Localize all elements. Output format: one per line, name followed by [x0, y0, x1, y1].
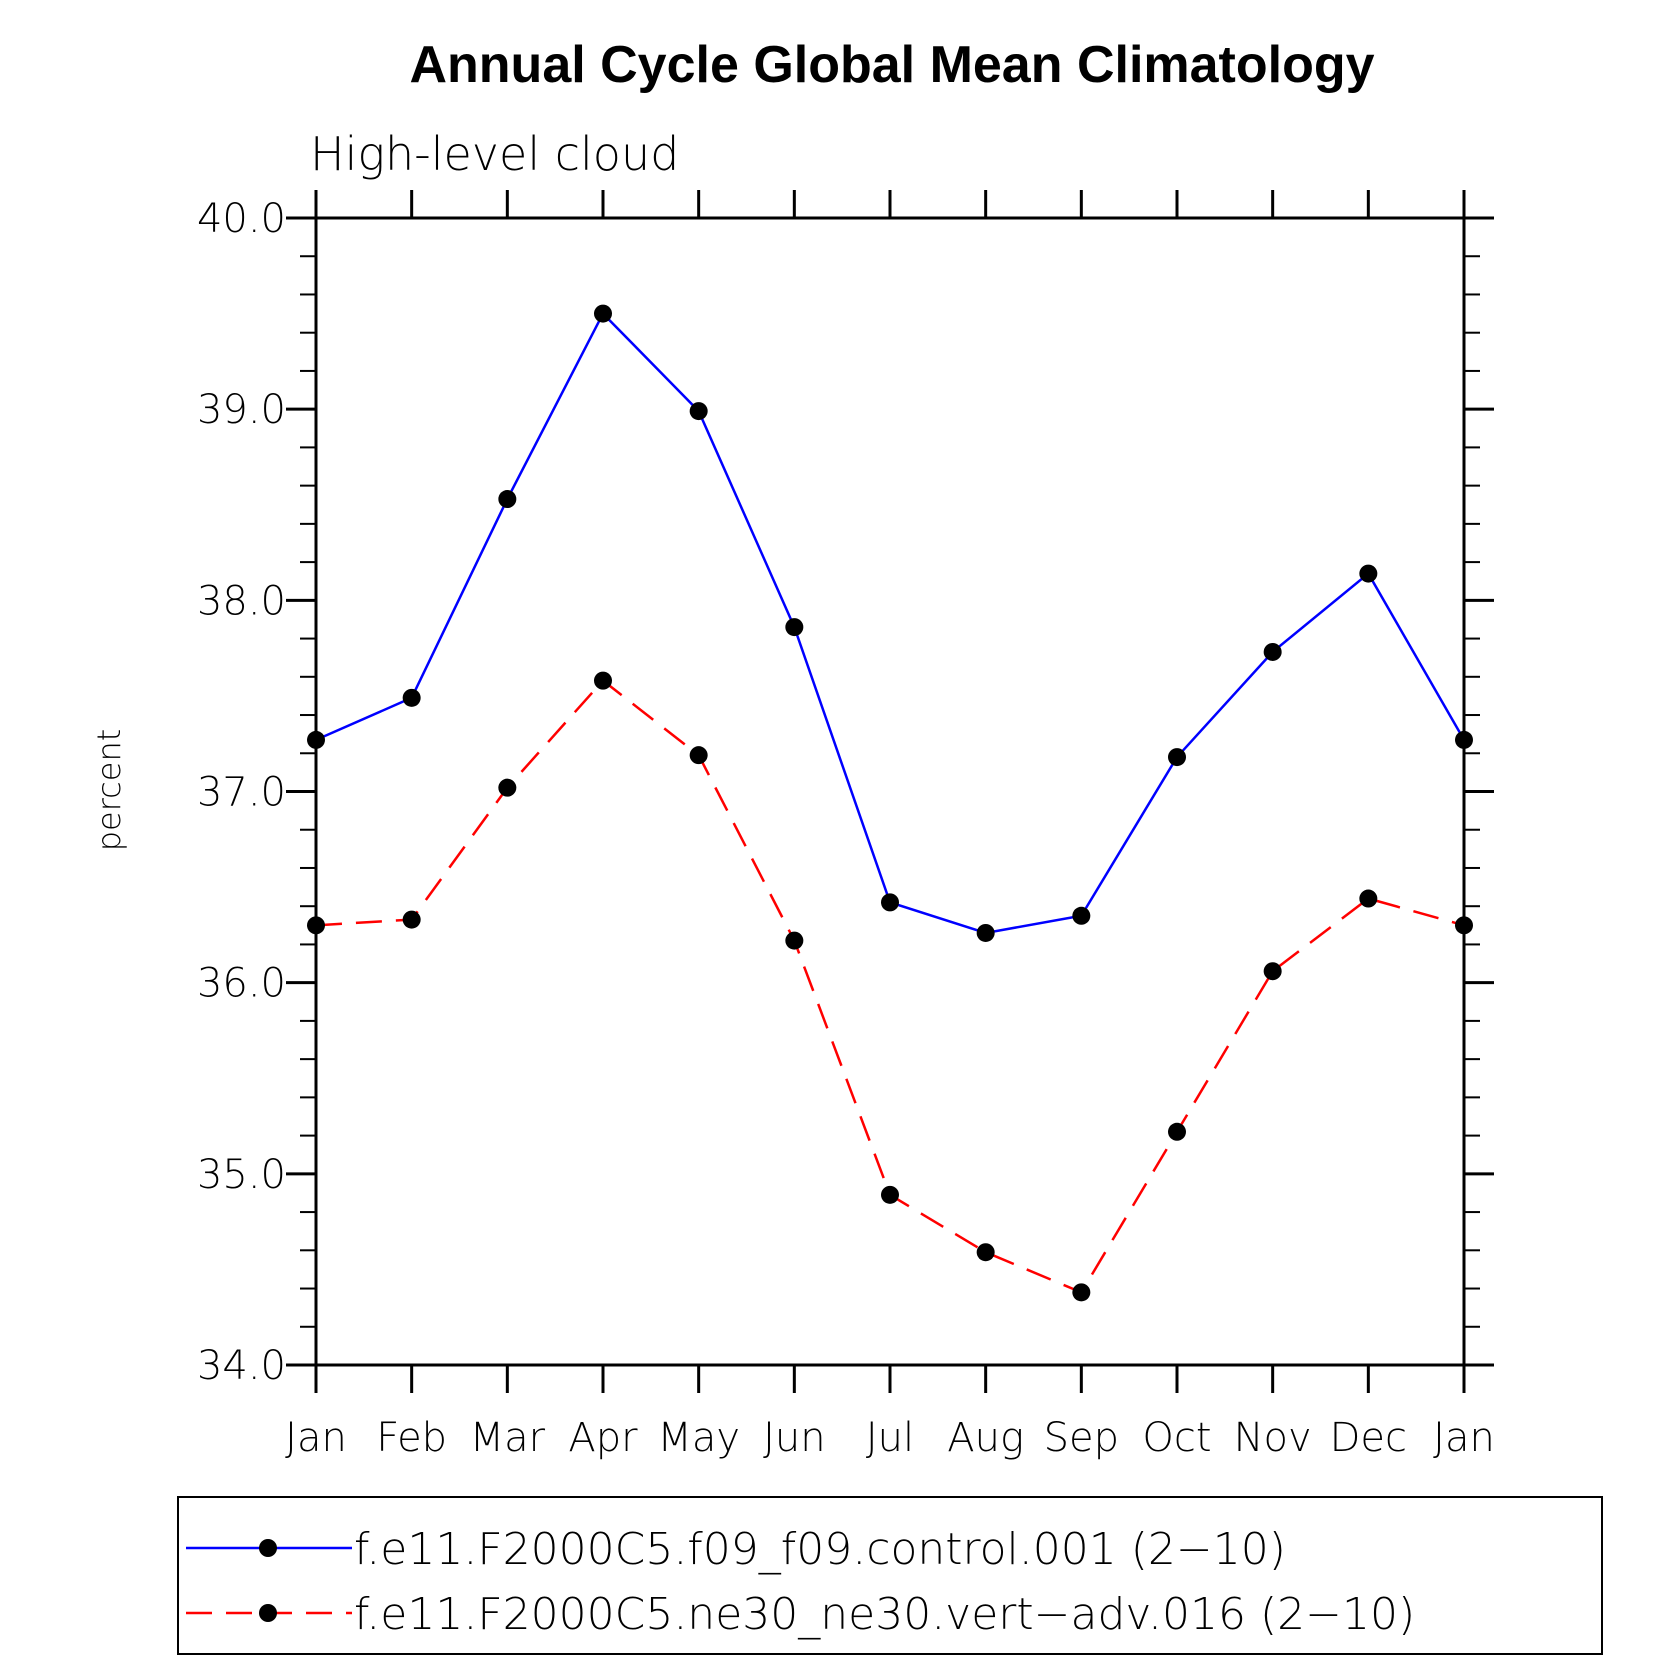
legend-items: f.e11.F2000C5.f09_f09.control.001 (2−10)…: [186, 1524, 1415, 1640]
series-1-point: [689, 402, 708, 421]
series-1-point: [785, 618, 804, 637]
x-tick-label: Apr: [568, 1415, 638, 1461]
series-2-point: [689, 746, 708, 765]
x-tick-label: Sep: [1044, 1415, 1119, 1461]
series-1-point: [976, 923, 995, 942]
series-1-point: [1263, 642, 1282, 661]
series-2-point: [498, 778, 517, 797]
series-2-point: [976, 1243, 995, 1262]
x-tick-label: Jan: [1433, 1415, 1495, 1461]
x-tick-label: Jul: [866, 1415, 914, 1461]
x-tick-label: May: [657, 1415, 740, 1461]
series-1-point: [594, 304, 612, 323]
y-tick-label: 35.0: [197, 1152, 286, 1198]
series-2-point: [1168, 1122, 1186, 1141]
x-tick-label: Feb: [376, 1415, 447, 1461]
y-axis-label: percent: [90, 729, 128, 852]
series-1-point: [881, 893, 899, 912]
x-tick-label: Jan: [285, 1415, 347, 1461]
x-tick-label: Aug: [947, 1415, 1024, 1461]
series-2-point: [785, 931, 804, 950]
series-1-point: [498, 490, 517, 509]
series-1-point: [1455, 730, 1473, 749]
series-2-point: [402, 910, 421, 929]
legend-marker-2: [259, 1604, 277, 1622]
x-tick-label: Nov: [1234, 1415, 1312, 1461]
y-tick-label: 37.0: [197, 770, 286, 816]
legend-label-1: f.e11.F2000C5.f09_f09.control.001 (2−10): [354, 1524, 1286, 1575]
chart-title: Annual Cycle Global Mean Climatology: [409, 36, 1374, 94]
legend: f.e11.F2000C5.f09_f09.control.001 (2−10)…: [177, 1496, 1603, 1655]
series-2-point: [594, 671, 612, 690]
legend-label-2: f.e11.F2000C5.ne30_ne30.vert−adv.016 (2−…: [354, 1589, 1415, 1640]
series-2-point: [1359, 889, 1378, 908]
series-lines: [315, 311, 1466, 1294]
x-tick-label: Mar: [470, 1415, 546, 1461]
series-points: [307, 304, 1473, 1302]
series-2-point: [307, 916, 325, 935]
y-tick-label: 40.0: [197, 196, 286, 242]
y-tick-label: 36.0: [197, 961, 286, 1007]
series-1-point: [307, 730, 325, 749]
legend-marker-1: [259, 1539, 277, 1557]
series-2-point: [881, 1185, 899, 1204]
y-tick-label: 39.0: [197, 387, 286, 433]
x-tick-label: Jun: [763, 1415, 826, 1461]
axes: Jan Feb Mar Apr May Jun Jul Aug Sep Oct Nov Dec Jan 3…: [197, 190, 1495, 1461]
series-2-point: [1455, 916, 1473, 935]
series-2-point: [1263, 962, 1282, 981]
series-1-point: [1168, 748, 1186, 767]
x-tick-label: Oct: [1142, 1415, 1211, 1461]
chart-subtitle: High-level cloud: [310, 127, 679, 181]
series-1-point: [1072, 906, 1091, 925]
y-tick-label: 38.0: [197, 578, 286, 624]
legend-box: [177, 1496, 1603, 1655]
series-1-point: [1359, 564, 1378, 583]
y-tick-label: 34.0: [197, 1343, 286, 1389]
series-line-1: [315, 311, 1466, 935]
x-tick-label: Dec: [1330, 1415, 1407, 1461]
series-1-point: [402, 688, 421, 707]
series-2-point: [1072, 1283, 1091, 1302]
